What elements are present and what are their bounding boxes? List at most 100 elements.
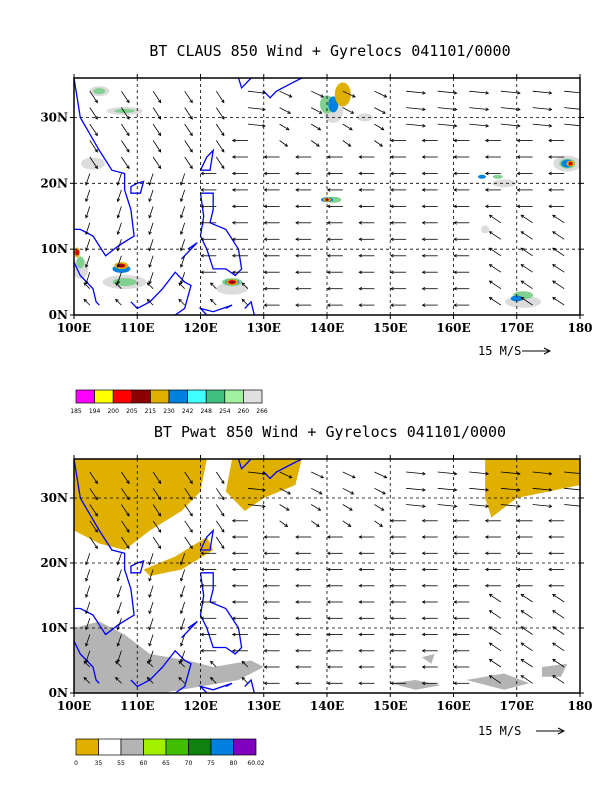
wind-arrowhead [231,648,236,653]
wind-arrowhead [488,280,493,284]
wind-arrowhead [358,253,363,258]
x-tick-label: 100E [57,699,91,713]
wind-arrowhead [189,132,193,137]
wind-arrowhead [231,204,236,209]
wind-arrowhead [200,648,204,653]
wind-arrow [148,255,154,268]
y-tick-label: 20N [40,556,68,570]
colorbar-label: 205 [126,408,138,415]
wind-arrowhead [390,600,394,604]
wind-arrowhead [157,529,162,533]
panel2-scale-label: 15 M/S [478,724,521,738]
x-tick-label: 100E [57,321,91,335]
wind-arrow [210,661,217,668]
wind-arrowhead [548,204,552,209]
x-tick-label: 180 [567,321,592,335]
wind-arrowhead [326,535,331,539]
wind-arrow [147,677,154,684]
wind-arrow [117,634,122,647]
panel2-title: BT Pwat 850 Wind + Gyrelocs 041101/0000 [154,423,506,441]
colorbar-swatch [112,389,133,404]
cloud-shade-green [76,256,85,269]
coastline-4 [130,180,145,194]
colorbar-label: 260 [238,408,250,415]
wind-arrowhead [421,204,426,209]
wind-arrowhead [421,600,426,604]
wind-arrowhead [421,632,426,637]
wind-arrow [374,520,383,527]
plot-area [74,459,583,693]
wind-arrowhead [295,681,299,686]
wind-arrow [117,569,122,582]
wind-arrowhead [83,676,88,681]
wind-arrowhead [421,648,426,653]
panel2-map [73,458,583,694]
wind-arrowhead [320,475,325,479]
wind-arrowhead [382,110,386,114]
wind-arrowhead [488,610,493,614]
wind-arrowhead [552,675,556,679]
wind-arrowhead [580,472,583,475]
wind-arrowhead [484,171,489,176]
wind-arrowhead [520,264,525,268]
wind-arrowhead [94,115,98,120]
pwat-dry-northwest [74,459,207,550]
wind-arrowhead [548,188,552,192]
colorbar-swatch [131,389,151,404]
colorbar-label: 35 [95,760,103,767]
wind-arrow [89,123,98,136]
wind-arrowhead [189,115,193,120]
wind-arrowhead [485,504,490,508]
wind-arrowhead [390,665,394,669]
wind-arrowhead [580,108,583,111]
coastline-9 [198,682,233,693]
wind-arrowhead [516,535,521,539]
wind-arrowhead [488,675,493,679]
wind-arrowhead [126,545,130,550]
cloud-shade-blue [328,96,339,113]
wind-arrow [342,471,356,479]
wind-arrowhead [380,127,385,131]
wind-arrowhead [422,123,426,128]
wind-arrow [148,206,154,218]
wind-arrow [279,140,288,147]
wind-arrowhead [520,658,525,663]
y-tick-label: 30N [40,491,68,505]
wind-arrowhead [484,138,489,143]
colorbar-swatch [75,738,99,756]
wind-arrow [520,642,533,652]
wind-arrow [89,536,98,549]
wind-arrowhead [231,567,236,572]
wind-arrow [152,123,162,136]
wind-arrow [279,520,288,527]
wind-arrowhead [200,188,204,192]
wind-arrowhead [85,198,89,203]
wind-arrowhead [390,204,394,209]
wind-arrow [489,297,502,306]
wind-arrowhead [94,512,98,517]
wind-arrow [520,626,533,635]
wind-arrowhead [358,286,363,291]
wind-arrow [184,107,193,120]
wind-arrowhead [390,138,394,143]
wind-arrowhead [453,221,457,225]
wind-arrowhead [548,91,553,95]
wind-arrowhead [520,626,525,630]
wind-arrowhead [148,231,152,235]
wind-arrow [85,650,91,663]
wind-arrowhead [316,143,320,147]
wind-arrow [117,222,122,235]
wind-arrowhead [453,188,457,192]
wind-arrowhead [231,600,236,604]
wind-arrow [152,471,162,484]
colorbar-swatch [165,738,189,756]
wind-arrowhead [453,171,457,176]
wind-arrow [247,90,266,94]
wind-arrowhead [189,99,193,104]
wind-arrowhead [358,583,363,588]
wind-arrow [180,255,186,268]
wind-arrowhead [453,600,457,604]
wind-arrowhead [379,143,383,147]
wind-arrow [374,107,386,114]
wind-arrowhead [148,264,152,268]
